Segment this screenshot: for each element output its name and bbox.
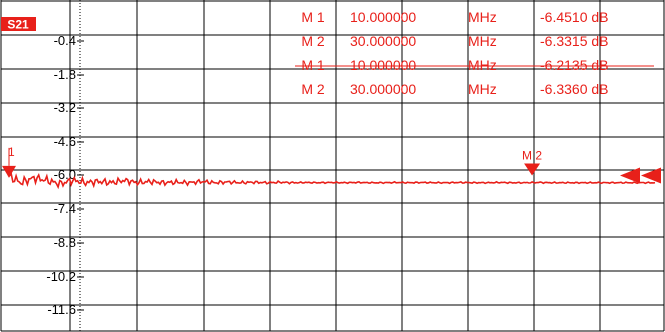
marker-name: M 1	[301, 57, 325, 73]
marker-name: M 2	[301, 33, 325, 49]
y-tick-label: -1.8	[54, 67, 76, 82]
trace-group	[7, 171, 656, 190]
marker-unit: MHz	[468, 33, 497, 49]
marker-table-row: M 1 10.000000 MHz -6.4510 dB	[301, 9, 608, 25]
y-tick-label: -0.4	[54, 33, 76, 48]
marker-unit: MHz	[468, 81, 497, 97]
markers-group: 1 M 2	[2, 145, 661, 184]
marker-freq: 10.000000	[350, 57, 416, 73]
y-tick-label: -11.6	[47, 302, 76, 317]
marker-table-row: M 2 30.000000 MHz -6.3315 dB	[301, 33, 608, 49]
ref-arrow-1	[620, 167, 640, 184]
y-tick-label: -10.2	[46, 269, 76, 284]
marker-freq: 30.000000	[350, 81, 416, 97]
marker-table-row: M 2 30.000000 MHz -6.3360 dB	[301, 81, 608, 97]
y-axis-ticks: -0.4 -1.8 -3.2 -4.6 -6.0 -7.4 -8.8 -10.2 -11.6	[46, 0, 84, 331]
marker-table: M 1 10.000000 MHz -6.4510 dB M 2 30.000000 MHz…	[295, 9, 654, 97]
left-marker-arrow	[2, 165, 16, 178]
trace-label: S21	[7, 18, 29, 32]
trace-label-badge: S21	[1, 17, 36, 32]
y-tick-label: -3.2	[54, 100, 76, 115]
marker-value: -6.3315 dB	[540, 33, 609, 49]
ref-arrow-2	[641, 167, 661, 184]
marker-name: M 1	[301, 9, 325, 25]
y-tick-label: -6.0	[54, 167, 76, 182]
marker-freq: 10.000000	[350, 9, 416, 25]
y-tick-label: -7.4	[54, 201, 76, 216]
marker-table-row: M 1 10.000000 MHz -6.2135 dB	[301, 57, 608, 73]
marker-value: -6.4510 dB	[540, 9, 609, 25]
trace-marker-arrow	[524, 163, 541, 176]
left-marker-label: 1	[8, 145, 15, 159]
marker-name: M 2	[301, 81, 325, 97]
marker-value: -6.3360 dB	[540, 81, 609, 97]
marker-unit: MHz	[468, 57, 497, 73]
marker-freq: 30.000000	[350, 33, 416, 49]
marker-unit: MHz	[468, 9, 497, 25]
trace-marker-label: M 2	[522, 149, 542, 163]
y-tick-label: -4.6	[54, 134, 76, 149]
marker-value: -6.2135 dB	[540, 57, 609, 73]
trace-line	[7, 171, 656, 190]
y-tick-label: -8.8	[54, 235, 76, 250]
trace-label-bg	[1, 17, 36, 31]
